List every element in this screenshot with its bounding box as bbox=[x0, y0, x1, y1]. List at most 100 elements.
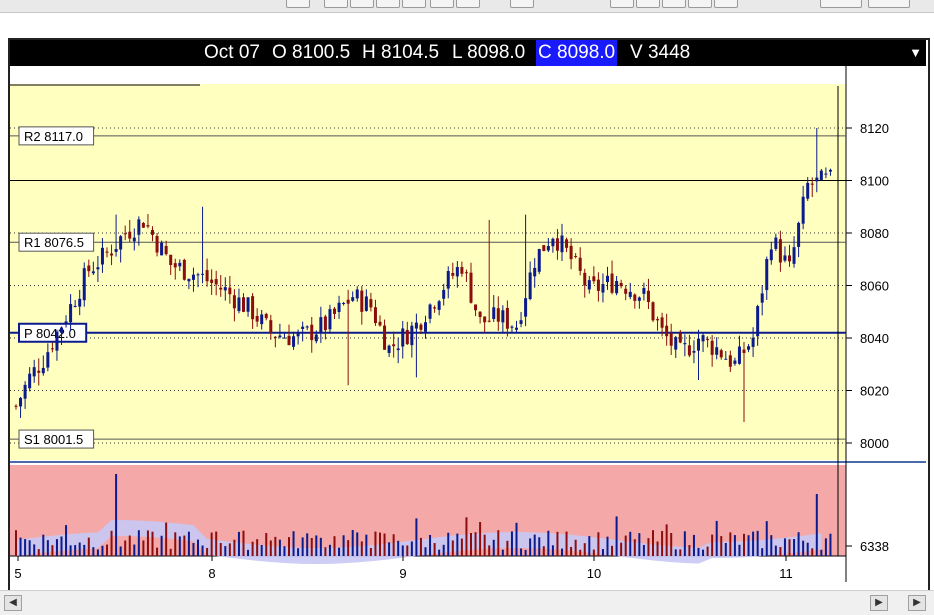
price-bar-body bbox=[551, 238, 555, 247]
price-bar-body bbox=[524, 298, 528, 317]
price-bar-body bbox=[537, 249, 541, 272]
price-bar-body bbox=[46, 352, 50, 368]
price-bar-body bbox=[337, 302, 341, 313]
price-bar-body bbox=[592, 276, 596, 282]
toolbar-button[interactable] bbox=[662, 0, 686, 8]
toolbar-button[interactable] bbox=[402, 0, 426, 8]
price-bar-body bbox=[296, 332, 300, 337]
price-bar-body bbox=[410, 325, 414, 346]
price-bar-body bbox=[119, 236, 123, 250]
volume-bars bbox=[15, 474, 832, 564]
x-tick-label: 5 bbox=[14, 566, 21, 581]
price-bar-body bbox=[478, 311, 482, 317]
scroll-left-icon[interactable]: ◀ bbox=[4, 595, 22, 611]
price-bar-body bbox=[364, 296, 368, 311]
price-bar-body bbox=[751, 337, 755, 347]
price-bar-body bbox=[173, 263, 177, 268]
toolbar-button[interactable] bbox=[350, 0, 374, 8]
price-bar-body bbox=[282, 337, 286, 339]
price-bar-body bbox=[155, 236, 159, 253]
price-bar-body bbox=[351, 297, 355, 301]
price-bar-body bbox=[232, 295, 236, 309]
price-bar-body bbox=[747, 346, 751, 350]
toolbar-button[interactable] bbox=[430, 0, 454, 8]
toolbar-button[interactable] bbox=[636, 0, 660, 8]
price-bar-body bbox=[774, 237, 778, 249]
price-bar-body bbox=[210, 279, 214, 283]
price-bar-body bbox=[328, 309, 332, 330]
volume-band bbox=[16, 520, 822, 564]
price-bar-body bbox=[719, 350, 723, 358]
dropdown-arrow-icon[interactable]: ▼ bbox=[909, 45, 922, 60]
toolbar-button[interactable] bbox=[324, 0, 348, 8]
toolbar-button[interactable] bbox=[610, 0, 634, 8]
level-label-box-r2 bbox=[18, 126, 95, 146]
toolbar-button[interactable] bbox=[820, 0, 862, 8]
price-bar-body bbox=[715, 347, 719, 355]
price-bar-body bbox=[269, 320, 273, 334]
price-bar-body bbox=[674, 337, 678, 350]
price-bar-body bbox=[737, 346, 741, 364]
axis-pane-background bbox=[846, 66, 926, 558]
price-bar-body bbox=[41, 367, 45, 374]
price-bar-body bbox=[355, 289, 359, 299]
header-volume: V 3448 bbox=[630, 42, 691, 63]
price-bar-body bbox=[37, 370, 41, 373]
price-bar-body bbox=[251, 296, 255, 320]
price-bar-body bbox=[132, 237, 136, 242]
scroll-right-icon[interactable]: ▶ bbox=[908, 595, 926, 611]
price-bar-body bbox=[105, 251, 109, 253]
price-bar-body bbox=[460, 267, 464, 274]
y-tick-label: 8080 bbox=[860, 226, 889, 241]
price-bar-body bbox=[160, 242, 164, 256]
price-bar-body bbox=[387, 345, 391, 353]
price-bar-body bbox=[546, 246, 550, 251]
toolbar-button[interactable] bbox=[456, 0, 480, 8]
price-bar-body bbox=[87, 265, 91, 272]
price-bar-body bbox=[114, 249, 118, 252]
scroll-button-icon[interactable]: ▶ bbox=[870, 595, 888, 611]
price-bar-body bbox=[301, 326, 305, 329]
price-bar-body bbox=[733, 360, 737, 364]
y-tick-label: 8060 bbox=[860, 279, 889, 294]
toolbar-button[interactable] bbox=[376, 0, 400, 8]
price-bar-body bbox=[624, 288, 628, 294]
price-bar-body bbox=[788, 255, 791, 262]
price-bar-body bbox=[333, 308, 336, 314]
price-bar-body bbox=[678, 333, 682, 343]
price-bar-body bbox=[778, 239, 782, 263]
header-low: L 8098.0 bbox=[452, 42, 526, 63]
price-bar-body bbox=[519, 320, 523, 324]
x-tick-label: 8 bbox=[208, 566, 215, 581]
horizontal-scrollbar[interactable]: ◀ ▶ ▶ bbox=[0, 590, 934, 615]
price-bar-body bbox=[656, 319, 660, 321]
toolbar-button[interactable] bbox=[714, 0, 738, 8]
price-bar-body bbox=[414, 322, 418, 329]
price-bar-body bbox=[483, 316, 487, 323]
price-bar-body bbox=[578, 257, 582, 271]
price-bar-body bbox=[692, 350, 696, 353]
price-bar-body bbox=[469, 272, 473, 303]
price-bar-body bbox=[96, 267, 100, 270]
price-bar-body bbox=[446, 271, 450, 289]
header-close: C 8098.0 bbox=[536, 40, 618, 66]
price-bar-body bbox=[319, 317, 323, 334]
toolbar-button[interactable] bbox=[688, 0, 712, 8]
price-bar-body bbox=[260, 314, 264, 325]
price-bar-body bbox=[683, 343, 687, 345]
price-bar-body bbox=[178, 262, 182, 267]
price-bar-body bbox=[437, 301, 441, 310]
price-bar-body bbox=[533, 267, 537, 277]
price-bar-body bbox=[801, 196, 805, 224]
price-bar-body bbox=[292, 336, 296, 347]
toolbar-button[interactable] bbox=[510, 0, 534, 8]
price-bar-body bbox=[278, 335, 282, 338]
price-bar-body bbox=[765, 259, 769, 291]
price-bar-body bbox=[587, 280, 591, 290]
toolbar-button[interactable] bbox=[286, 0, 310, 8]
price-bar-body bbox=[169, 254, 173, 266]
y-tick-label: 8000 bbox=[860, 436, 889, 451]
toolbar-button[interactable] bbox=[868, 0, 910, 8]
price-bar-body bbox=[64, 321, 68, 325]
